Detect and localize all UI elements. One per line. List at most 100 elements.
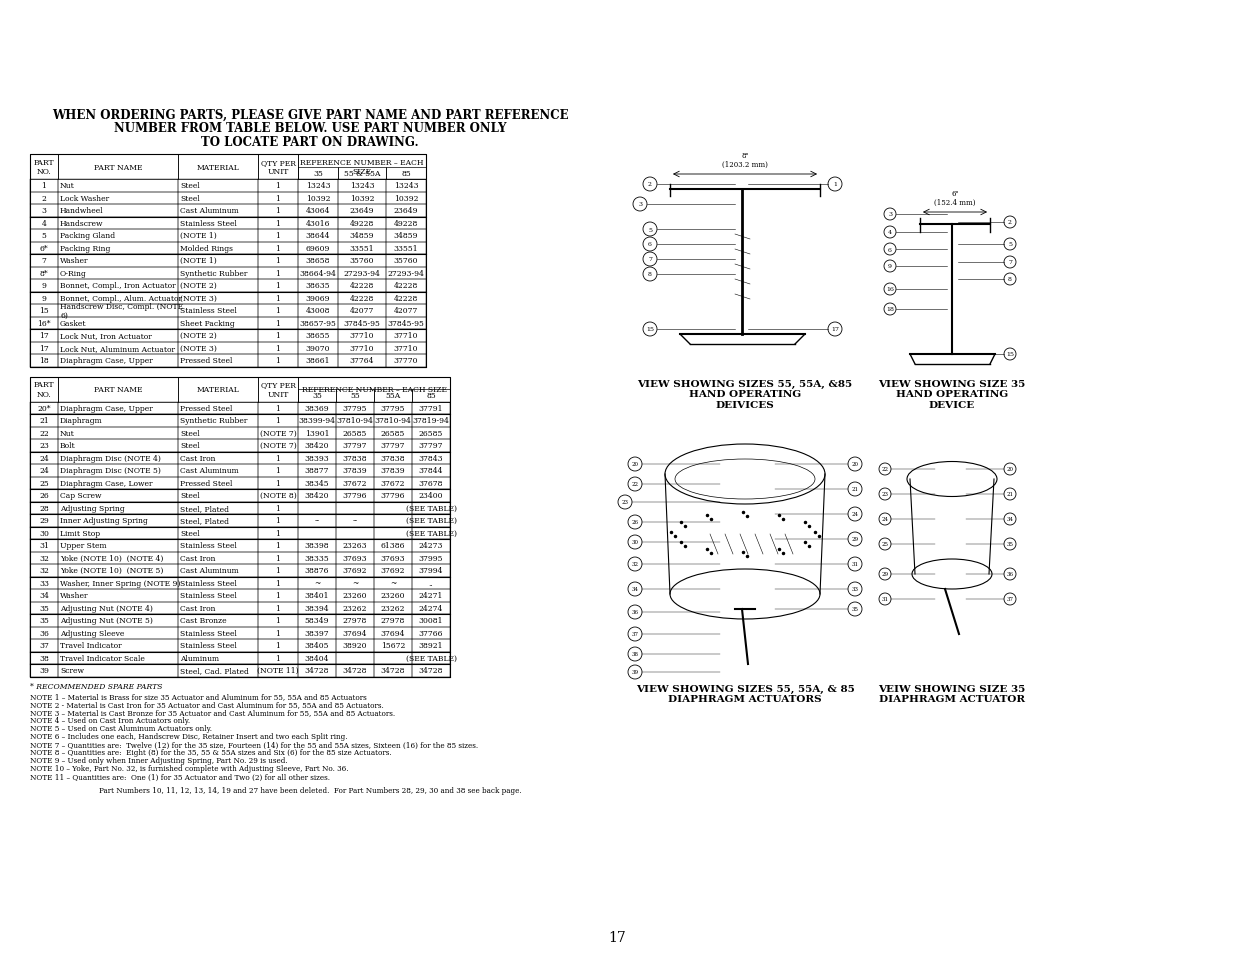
- Bar: [30, 180, 58, 193]
- Text: 5: 5: [648, 227, 652, 233]
- Text: 1: 1: [275, 332, 280, 340]
- Bar: [30, 280, 58, 293]
- Bar: [58, 577, 178, 589]
- Text: Adjusting Nut (NOTE 4): Adjusting Nut (NOTE 4): [61, 604, 153, 612]
- Text: 34: 34: [1007, 517, 1014, 522]
- Bar: [336, 664, 374, 677]
- Text: Steel, Plated: Steel, Plated: [180, 517, 228, 525]
- Bar: [58, 502, 178, 515]
- Text: 39069: 39069: [306, 294, 330, 302]
- Bar: [258, 602, 298, 615]
- Bar: [258, 627, 298, 639]
- Bar: [258, 293, 298, 305]
- Text: 1: 1: [275, 579, 280, 587]
- Bar: [412, 477, 450, 490]
- Bar: [298, 330, 338, 342]
- Text: Travel Indicator Scale: Travel Indicator Scale: [61, 654, 144, 662]
- Text: 43008: 43008: [306, 307, 330, 314]
- Bar: [30, 154, 58, 180]
- Text: Packing Gland: Packing Gland: [61, 232, 115, 240]
- Bar: [374, 427, 412, 439]
- Bar: [374, 415, 412, 427]
- Text: Synthetic Rubber: Synthetic Rubber: [180, 270, 247, 277]
- Text: 42077: 42077: [350, 307, 374, 314]
- Bar: [30, 415, 58, 427]
- Text: 49228: 49228: [394, 219, 419, 228]
- Text: 39070: 39070: [306, 344, 330, 353]
- Text: Part Numbers 10, 11, 12, 13, 14, 19 and 27 have been deleted.  For Part Numbers : Part Numbers 10, 11, 12, 13, 14, 19 and …: [99, 786, 521, 795]
- Bar: [30, 305, 58, 317]
- Text: 37678: 37678: [419, 479, 443, 487]
- Text: 33: 33: [851, 587, 858, 592]
- Text: Bolt: Bolt: [61, 442, 75, 450]
- Bar: [258, 539, 298, 552]
- Text: 37796: 37796: [343, 492, 367, 499]
- Text: 34: 34: [631, 587, 638, 592]
- Text: 23262: 23262: [343, 604, 367, 612]
- Text: 38: 38: [631, 652, 638, 657]
- Bar: [338, 280, 387, 293]
- Bar: [258, 180, 298, 193]
- Bar: [298, 317, 338, 330]
- Text: 37797: 37797: [343, 442, 367, 450]
- Text: 37710: 37710: [350, 332, 374, 340]
- Text: 55: 55: [351, 392, 359, 400]
- Bar: [30, 664, 58, 677]
- Bar: [374, 402, 412, 415]
- Text: ~: ~: [314, 579, 320, 587]
- Text: MATERIAL: MATERIAL: [196, 163, 240, 172]
- Text: (SEE TABLE): (SEE TABLE): [405, 504, 457, 512]
- Text: Nut: Nut: [61, 182, 75, 190]
- Bar: [298, 355, 338, 367]
- Text: 1: 1: [275, 319, 280, 328]
- Bar: [298, 664, 336, 677]
- Text: 4: 4: [888, 231, 892, 235]
- Text: (NOTE 3): (NOTE 3): [180, 344, 217, 353]
- Text: 38335: 38335: [305, 554, 330, 562]
- Text: 6"
(152.4 mm): 6" (152.4 mm): [934, 190, 976, 207]
- Text: 18: 18: [885, 307, 894, 313]
- Text: (NOTE 7): (NOTE 7): [259, 442, 296, 450]
- Bar: [412, 627, 450, 639]
- Text: 37797: 37797: [419, 442, 443, 450]
- Text: 1: 1: [275, 604, 280, 612]
- Text: 25: 25: [40, 479, 49, 487]
- Bar: [258, 154, 298, 180]
- Text: 1: 1: [275, 404, 280, 413]
- Bar: [298, 427, 336, 439]
- Text: PART NAME: PART NAME: [94, 163, 142, 172]
- Text: 38920: 38920: [343, 641, 367, 650]
- Text: ~: ~: [390, 579, 396, 587]
- Text: 34: 34: [40, 592, 49, 599]
- Bar: [58, 242, 178, 254]
- Bar: [412, 515, 450, 527]
- Text: 9: 9: [42, 294, 47, 302]
- Text: 42228: 42228: [350, 294, 374, 302]
- Text: 21: 21: [1007, 492, 1014, 497]
- Text: Stainless Steel: Stainless Steel: [180, 541, 237, 550]
- Bar: [30, 627, 58, 639]
- Text: 37995: 37995: [419, 554, 443, 562]
- Bar: [30, 439, 58, 452]
- Text: Adjusting Spring: Adjusting Spring: [61, 504, 125, 512]
- Text: 20: 20: [1007, 467, 1014, 472]
- Bar: [258, 205, 298, 217]
- Bar: [412, 664, 450, 677]
- Bar: [58, 330, 178, 342]
- Text: 23260: 23260: [343, 592, 367, 599]
- Text: 18: 18: [40, 356, 49, 365]
- Bar: [298, 452, 336, 464]
- Text: 27978: 27978: [343, 617, 367, 624]
- Bar: [30, 652, 58, 664]
- Text: (NOTE 2): (NOTE 2): [180, 332, 217, 340]
- Text: Cast Iron: Cast Iron: [180, 554, 215, 562]
- Bar: [30, 577, 58, 589]
- Bar: [298, 502, 336, 515]
- Bar: [30, 402, 58, 415]
- Text: 31: 31: [40, 541, 49, 550]
- Text: 55 & 55A: 55 & 55A: [343, 170, 380, 177]
- Text: 1: 1: [275, 270, 280, 277]
- Text: 10392: 10392: [350, 194, 374, 203]
- Bar: [374, 589, 412, 602]
- Bar: [178, 242, 258, 254]
